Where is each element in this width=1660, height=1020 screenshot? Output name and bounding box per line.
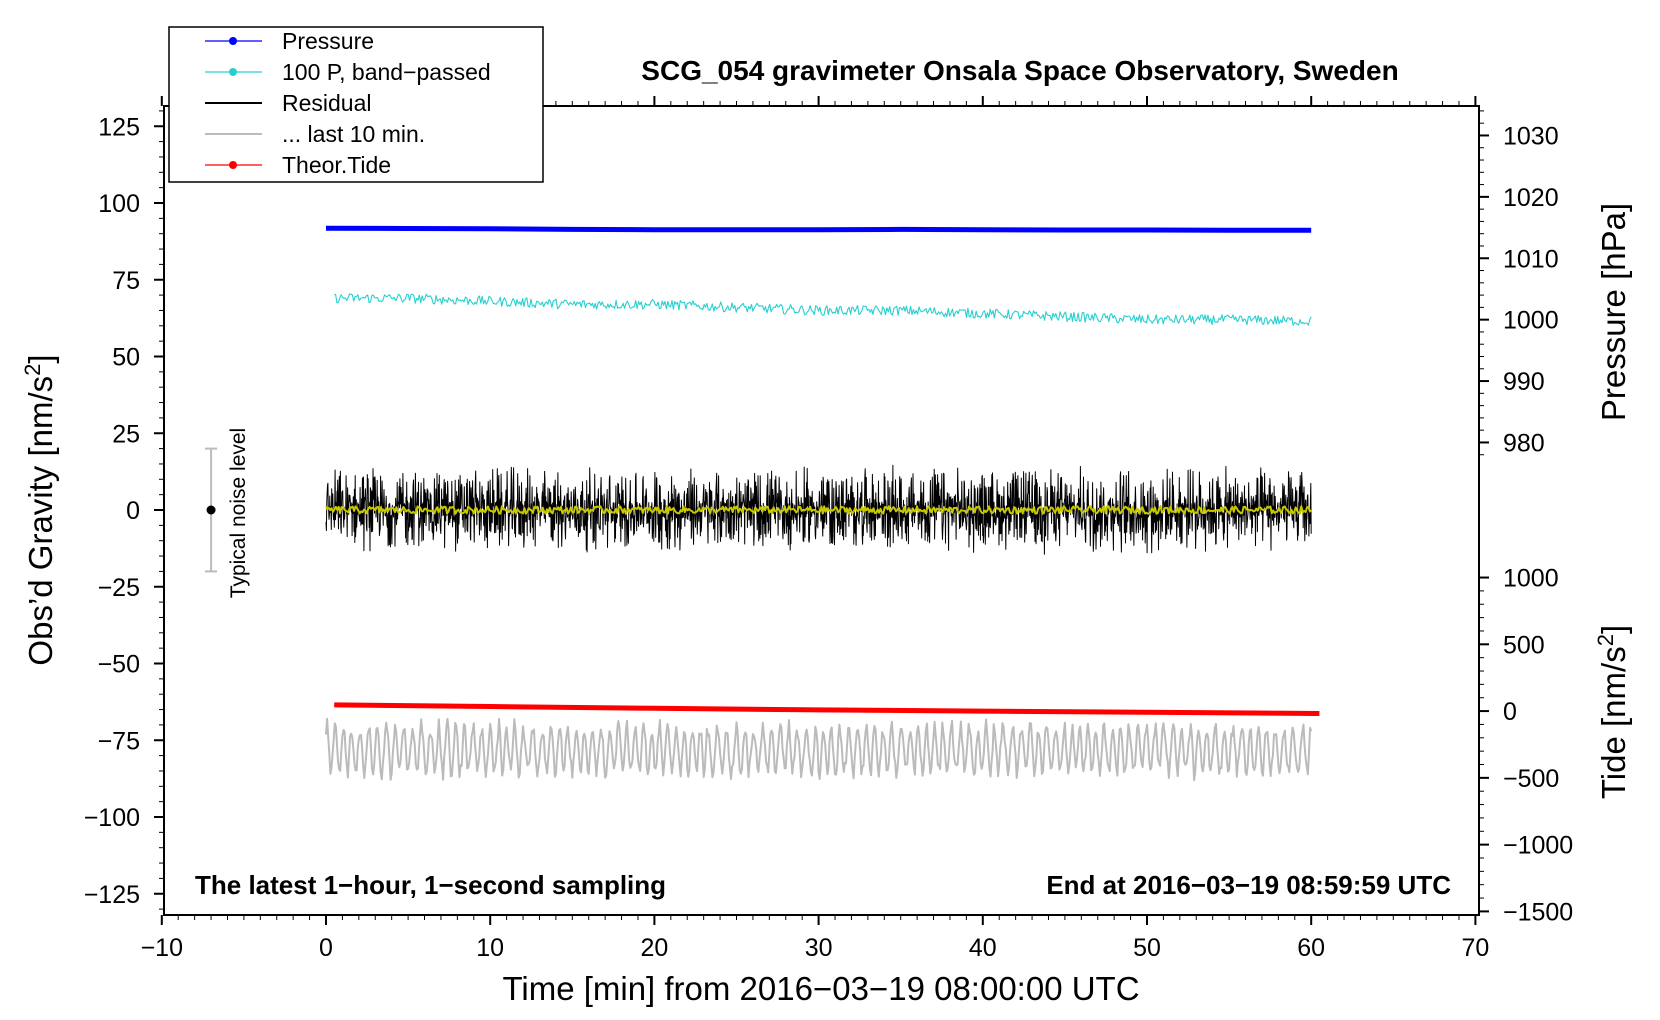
- y-tick-label: −50: [98, 651, 140, 679]
- annotation-sampling: The latest 1−hour, 1−second sampling: [195, 870, 666, 900]
- legend-label: Pressure: [282, 28, 374, 54]
- pressure-tick-label: 1020: [1503, 184, 1559, 212]
- y-tick-label: −100: [84, 804, 140, 832]
- pressure-axis-label: Pressure [hPa]: [1595, 203, 1632, 421]
- tide-axis-label: Tide [nm/s2]: [1593, 625, 1632, 799]
- noise-bar-marker: [206, 505, 216, 515]
- series-100-p-band-passed-line: [333, 293, 1312, 326]
- x-tick-label: 60: [1297, 934, 1325, 962]
- y-tick-label: 125: [98, 113, 140, 141]
- series-pressure-line: [325, 225, 1312, 233]
- x-tick-label: 70: [1461, 934, 1489, 962]
- y-axis-label-main: Obs’d Gravity [nm/s: [22, 376, 59, 666]
- annotation-end-time: End at 2016−03−19 08:59:59 UTC: [1046, 870, 1451, 900]
- y-tick-label: −25: [98, 574, 140, 602]
- pressure-tick-label: 980: [1503, 429, 1545, 457]
- y-tick-label: 50: [112, 344, 140, 372]
- legend: Pressure 100 P, band−passed Residual ... la…: [168, 26, 544, 183]
- pressure-tick-label: 1010: [1503, 245, 1559, 273]
- tide-axis-label-close: ]: [1595, 625, 1632, 634]
- x-tick-label: 20: [640, 934, 668, 962]
- legend-marker: [229, 68, 237, 76]
- tide-tick-label: −1000: [1503, 832, 1573, 860]
- x-tick-label: −10: [141, 934, 183, 962]
- x-tick-label: 10: [476, 934, 504, 962]
- tide-axis-label-main: Tide [nm/s: [1595, 646, 1632, 799]
- axes: −10 0 10 20 30 40 50 60 701251007550250−25−50−75…: [84, 96, 1573, 962]
- legend-marker: [229, 161, 237, 169]
- legend-label: 100 P, band−passed: [282, 59, 491, 85]
- chart-title: SCG_054 gravimeter Onsala Space Observat…: [641, 55, 1398, 86]
- y-tick-label: 0: [126, 497, 140, 525]
- tide-tick-label: 500: [1503, 631, 1545, 659]
- noise-level-label: Typical noise level: [227, 428, 250, 598]
- y-axis-label: Obs’d Gravity [nm/s2]: [20, 354, 59, 665]
- pressure-tick-label: 1000: [1503, 307, 1559, 335]
- plot-area: [325, 225, 1320, 782]
- x-tick-label: 40: [969, 934, 997, 962]
- legend-marker: [229, 37, 237, 45]
- x-tick-label: 0: [319, 934, 333, 962]
- legend-label: Theor.Tide: [282, 152, 391, 178]
- legend-box: [168, 26, 544, 183]
- x-axis-label: Time [min] from 2016−03−19 08:00:00 UTC: [502, 970, 1139, 1007]
- y-axis-label-sup: 2: [20, 364, 45, 376]
- noise-level-indicator: Typical noise level: [205, 428, 250, 598]
- y-axis-label-close: ]: [22, 354, 59, 363]
- series-theor-tide-line: [334, 702, 1320, 716]
- tide-axis-label-sup: 2: [1593, 634, 1618, 646]
- pressure-tick-label: 990: [1503, 368, 1545, 396]
- series-residual-smoothed-line: [325, 505, 1312, 515]
- y-tick-label: −125: [84, 881, 140, 909]
- y-tick-label: 25: [112, 420, 140, 448]
- y-tick-label: 100: [98, 190, 140, 218]
- x-tick-label: 30: [805, 934, 833, 962]
- tide-tick-label: −1500: [1503, 898, 1573, 926]
- series-residual-line: [325, 464, 1312, 555]
- tide-tick-label: −500: [1503, 765, 1559, 793]
- y-tick-label: 75: [112, 267, 140, 295]
- legend-label: ... last 10 min.: [282, 121, 425, 147]
- tide-tick-label: 0: [1503, 698, 1517, 726]
- x-tick-label: 50: [1133, 934, 1161, 962]
- legend-label: Residual: [282, 90, 372, 116]
- series-last-10-min-line: [325, 717, 1313, 782]
- tide-tick-label: 1000: [1503, 565, 1559, 593]
- pressure-tick-label: 1030: [1503, 122, 1559, 150]
- y-tick-label: −75: [98, 727, 140, 755]
